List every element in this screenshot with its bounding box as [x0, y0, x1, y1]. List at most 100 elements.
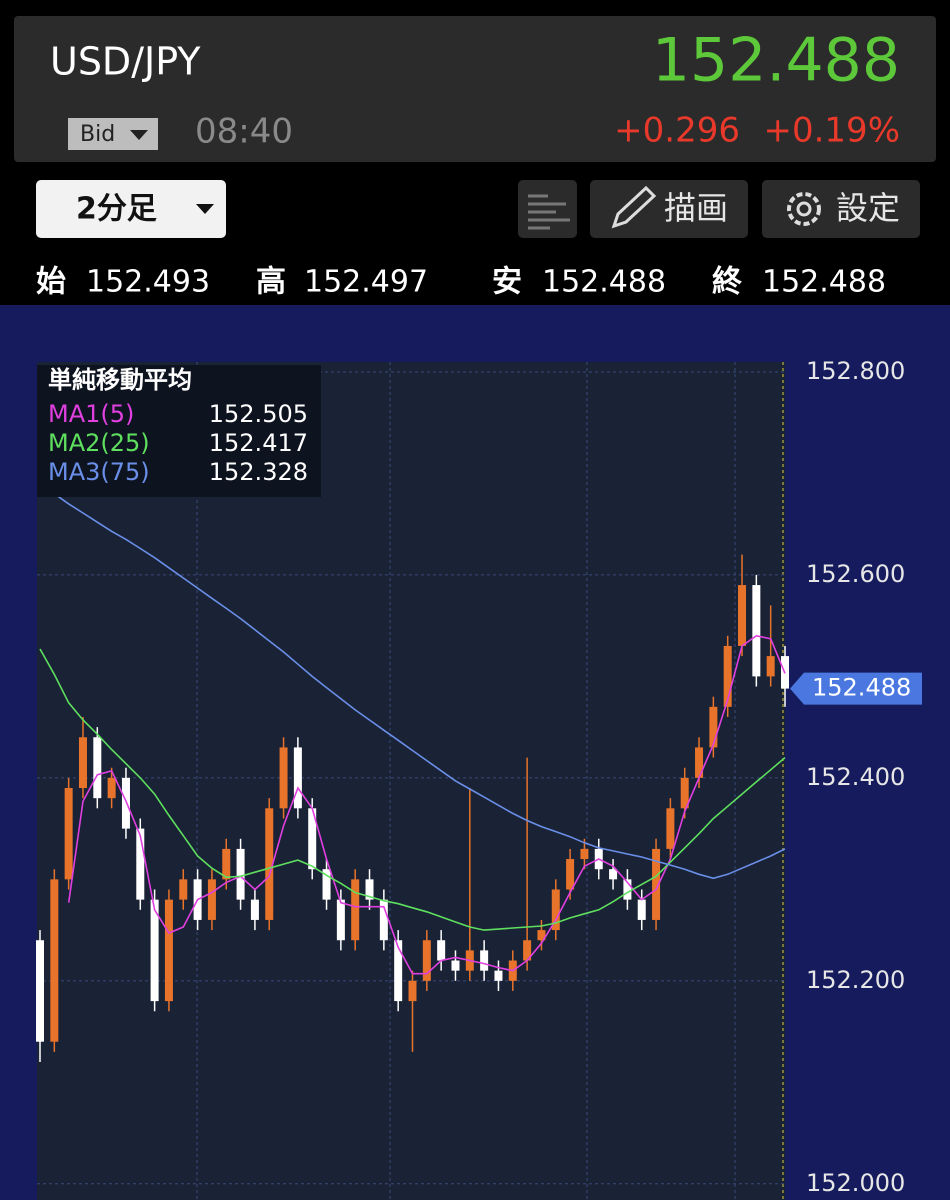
- ohlc-row: 始 152.493 高 152.497 安 152.488 終 152.488: [36, 265, 886, 300]
- y-tick-label: 152.800: [806, 357, 905, 385]
- candle-body: [207, 879, 216, 920]
- legend-box: [37, 365, 321, 497]
- gear-icon: [787, 192, 821, 226]
- last-price-tag: [790, 672, 922, 705]
- candle-body: [408, 980, 417, 1002]
- moving-average-line: [67, 634, 786, 975]
- indicator-icon: [528, 194, 570, 230]
- candle-body: [222, 848, 231, 880]
- legend-title: 単純移動平均: [48, 366, 192, 394]
- candle-body: [136, 828, 145, 900]
- pencil-icon: [611, 185, 657, 229]
- ohlc-label: 始: [36, 265, 66, 300]
- candle-body: [695, 747, 704, 778]
- candle-body: [236, 848, 245, 900]
- candle-body: [480, 950, 489, 971]
- time: 08:40: [195, 112, 293, 152]
- ohlc-value: 152.493: [86, 265, 210, 300]
- candle-body: [494, 970, 503, 981]
- candle-body: [566, 859, 575, 890]
- ohlc-value: 152.488: [762, 265, 886, 300]
- candle-body: [150, 899, 159, 1002]
- candle-body: [609, 869, 618, 880]
- settings-label: 設定: [836, 189, 900, 227]
- candle-body: [394, 940, 403, 1002]
- legend-name: MA3(75): [48, 458, 150, 486]
- time-grid: [196, 362, 736, 1200]
- legend-value: 152.328: [209, 458, 308, 486]
- candle-body: [351, 879, 360, 941]
- gear-icon: [796, 201, 812, 217]
- ohlc-label: 安: [492, 265, 522, 300]
- candle-body: [523, 940, 532, 961]
- candle-body: [308, 808, 317, 870]
- candle-body: [551, 889, 560, 931]
- candle-body: [537, 930, 546, 941]
- candle-body: [293, 747, 302, 809]
- y-tick-label: 152.600: [806, 560, 905, 588]
- price-type: Bid: [80, 122, 115, 147]
- moving-average-line: [39, 648, 786, 931]
- ohlc-value: 152.497: [304, 265, 428, 300]
- legend-value: 152.417: [209, 429, 308, 457]
- candle-body: [265, 808, 274, 920]
- last-price-label: 152.488: [812, 674, 911, 702]
- candle-body: [666, 808, 675, 849]
- ohlc-label: 高: [256, 265, 286, 300]
- candle-body: [623, 879, 632, 900]
- candle-body: [752, 585, 761, 677]
- candle-body: [107, 777, 116, 799]
- candle-body: [64, 788, 73, 880]
- candle-body: [50, 879, 59, 1042]
- candle-body: [93, 737, 102, 799]
- candle-body: [365, 879, 374, 900]
- candle-body: [322, 869, 331, 900]
- legend-value: 152.505: [209, 400, 308, 428]
- legend-name: MA1(5): [48, 400, 134, 428]
- ohlc-value: 152.488: [542, 265, 666, 300]
- y-tick-label: 152.000: [806, 1169, 905, 1197]
- y-axis: 152.800 152.600 152.400 152.200 152.000 152.4…: [790, 357, 922, 1197]
- candle-body: [709, 706, 718, 748]
- change: +0.296: [614, 111, 740, 151]
- candle-body: [379, 899, 388, 941]
- plot: [36, 484, 789, 1062]
- draw-button[interactable]: [590, 180, 748, 238]
- candle-body: [121, 777, 130, 829]
- timeframe: 2分足: [76, 192, 157, 227]
- draw-label: 描画: [664, 189, 728, 227]
- change-pct: +0.19%: [764, 111, 901, 151]
- candle-body: [336, 899, 345, 941]
- candle-body: [738, 585, 747, 646]
- dropdown-arrow: [130, 130, 148, 140]
- candle-body: [179, 879, 188, 900]
- candle-body: [250, 899, 259, 920]
- symbol: USD/JPY: [50, 40, 201, 84]
- candle-body: [437, 940, 446, 961]
- candle-body: [451, 960, 460, 971]
- candle-body: [36, 940, 44, 1042]
- legend-name: MA2(25): [48, 429, 150, 457]
- candle-body: [680, 777, 689, 809]
- y-tick-label: 152.400: [806, 763, 905, 791]
- candle-body: [766, 656, 775, 677]
- candle-body: [78, 737, 87, 789]
- legend: MA1(5) 152.505 MA2(25) 152.417 MA3(75) 152.32…: [48, 400, 308, 486]
- candle-body: [164, 899, 173, 1002]
- candle-body: [637, 899, 646, 920]
- candle-body: [279, 747, 288, 809]
- candle-body: [580, 848, 589, 860]
- dropdown-arrow: [196, 204, 214, 214]
- quote-panel: [14, 16, 936, 162]
- candle-body: [723, 645, 732, 707]
- candle-body: [422, 940, 431, 981]
- plot-area: [37, 362, 785, 1200]
- price: 152.488: [652, 26, 900, 96]
- y-tick-label: 152.200: [806, 966, 905, 994]
- ohlc-label: 終: [712, 265, 742, 300]
- moving-average-line: [39, 484, 786, 880]
- timeframe-button[interactable]: [36, 180, 226, 238]
- candle-body: [652, 848, 661, 920]
